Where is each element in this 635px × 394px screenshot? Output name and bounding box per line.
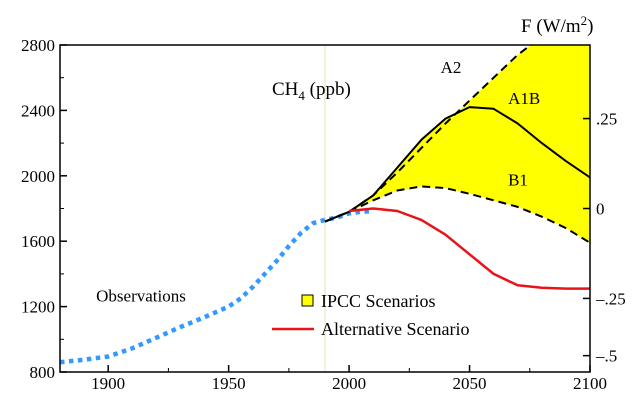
legend-ipcc-swatch bbox=[301, 294, 314, 307]
annotation-a1b: A1B bbox=[508, 89, 540, 108]
x-tick-label: 2050 bbox=[453, 374, 487, 393]
y-tick-label: 2400 bbox=[21, 101, 55, 120]
series-lines bbox=[60, 45, 590, 365]
y-tick-label: 1200 bbox=[21, 298, 55, 317]
x-tick-label: 1900 bbox=[91, 374, 125, 393]
series-alternative-scenario bbox=[348, 207, 590, 290]
y-axis-right: .25 0 –.25 –.5 bbox=[583, 110, 626, 366]
x-tick-label: 2100 bbox=[573, 374, 607, 393]
right-tick-label: .25 bbox=[596, 110, 617, 129]
x-tick-label: 2000 bbox=[332, 374, 366, 393]
annotations: A2 A1B B1 Observations bbox=[96, 58, 540, 306]
y-axis-left: 800 1200 1600 2000 2400 2800 bbox=[21, 36, 67, 382]
y-tick-label: 2000 bbox=[21, 167, 55, 186]
right-tick-label: 0 bbox=[596, 200, 605, 219]
annotation-a2: A2 bbox=[441, 58, 462, 77]
x-axis: 1900 1950 2000 2050 2100 bbox=[91, 365, 607, 393]
legend: IPCC Scenarios Alternative Scenario bbox=[272, 291, 469, 339]
series-a1b bbox=[324, 106, 590, 223]
annotation-observations: Observations bbox=[96, 287, 186, 306]
chart-title: CH4 (ppb) bbox=[272, 79, 351, 103]
annotation-b1: B1 bbox=[508, 171, 528, 190]
y-tick-label: 2800 bbox=[21, 36, 55, 55]
y-tick-label: 800 bbox=[30, 363, 56, 382]
legend-alternative-label: Alternative Scenario bbox=[321, 319, 469, 339]
ipcc-scenario-band bbox=[325, 45, 590, 243]
ipcc-band-fill bbox=[325, 45, 590, 243]
right-tick-label: –.25 bbox=[595, 289, 626, 308]
legend-ipcc-label: IPCC Scenarios bbox=[321, 291, 436, 311]
series-observations bbox=[60, 208, 374, 365]
x-tick-label: 1950 bbox=[212, 374, 246, 393]
right-axis-title: F (W/m2) bbox=[521, 13, 593, 37]
y-tick-label: 1600 bbox=[21, 232, 55, 251]
right-tick-label: –.5 bbox=[595, 347, 617, 366]
